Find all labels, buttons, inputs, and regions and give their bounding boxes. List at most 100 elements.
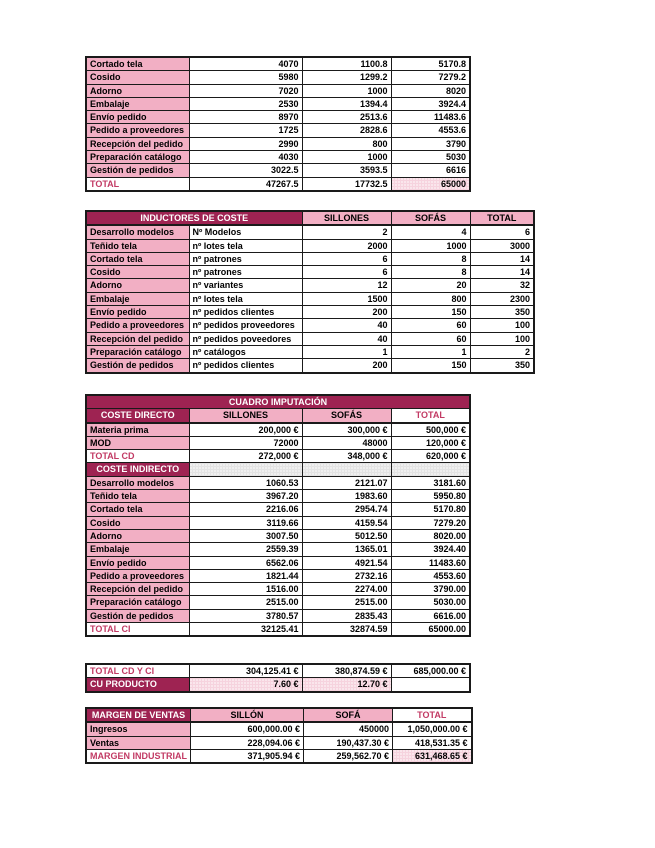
value-cell: 20	[390, 278, 471, 293]
value-cell: 48000	[301, 435, 392, 451]
value-cell: 1,050,000.00 €	[392, 721, 472, 737]
table-row: Gestión de pedidos nº pedidos clientes 200…	[85, 358, 535, 374]
value-cell: 1060.53	[188, 475, 303, 491]
value-cell: 14	[469, 251, 535, 267]
row-label-cell: TOTAL	[85, 176, 190, 192]
value-cell: 3790	[390, 136, 471, 152]
header-cell: SILLONES	[301, 210, 392, 227]
row-label-cell: Recepción del pedido	[85, 136, 190, 152]
value-cell: 7020	[188, 83, 303, 98]
row-label-cell: Envío pedido	[85, 305, 190, 320]
value-cell: 5950.80	[390, 489, 471, 504]
header-cell: SILLÓN	[190, 707, 304, 724]
value-cell: 7279.2	[390, 70, 471, 85]
row-label-cell: TOTAL CD	[85, 449, 190, 464]
row-label-cell: TOTAL CD Y CI	[85, 663, 190, 679]
row-label-cell: Cosido	[85, 70, 190, 85]
value-cell: 7279.20	[390, 515, 471, 530]
row-label-cell: Adorno	[85, 528, 190, 544]
row-label-cell: Preparación catálogo	[85, 595, 190, 610]
header-cell: COSTE INDIRECTO	[85, 462, 190, 477]
header-cell: SILLONES	[188, 408, 303, 424]
row-label-cell: nº patrones	[188, 251, 303, 267]
value-cell: 1394.4	[301, 96, 392, 112]
value-cell: 1	[390, 344, 471, 360]
table-row: TOTAL CD 272,000 €348,000 €620,000 €	[85, 449, 471, 464]
value-cell: 600,000.00 €	[190, 721, 304, 737]
value-cell: 8020	[390, 83, 471, 98]
value-cell: 1100.8	[301, 56, 392, 72]
sales-margin-table: MARGEN DE VENTAS SILLÓN SOFÁ TOTAL Ingresos 6…	[85, 707, 473, 765]
value-cell: 12	[301, 278, 392, 293]
table-row: COSTE INDIRECTO	[85, 462, 471, 477]
row-label-cell: Cosido	[85, 515, 190, 530]
row-label-cell: Pedido a proveedores	[85, 568, 190, 584]
row-label-cell: Teñido tela	[85, 238, 190, 253]
value-cell: 1000	[301, 150, 392, 165]
value-cell: 8	[390, 265, 471, 280]
header-cell: TOTAL	[390, 408, 471, 424]
table-row: COSTE DIRECTO SILLONES SOFÁS TOTAL	[85, 408, 471, 424]
value-cell: 72000	[188, 435, 303, 451]
value-cell: 32125.41	[188, 622, 303, 637]
value-cell: 228,094.06 €	[190, 735, 304, 750]
row-label-cell: Cosido	[85, 265, 190, 280]
value-cell: 11483.60	[390, 555, 471, 570]
table-row: Pedido a proveedores 1725 2828.6 4553.6	[85, 123, 471, 138]
row-label-cell: nº patrones	[188, 265, 303, 280]
value-cell: 3022.5	[188, 163, 303, 178]
value-cell: 65000	[390, 176, 471, 192]
value-cell: 1500	[301, 291, 392, 307]
empty-cell	[301, 462, 392, 477]
value-cell: 4553.6	[390, 123, 471, 138]
table-row: INDUCTORES DE COSTE SILLONES SOFÁS TOTAL	[85, 210, 535, 227]
row-label-cell: Materia prima	[85, 422, 190, 437]
row-label-cell: nº variantes	[188, 278, 303, 293]
table-row: Embalaje 2530 1394.4 3924.4	[85, 96, 471, 112]
table-row: Embalaje 2559.39 1365.01 3924.40	[85, 542, 471, 557]
value-cell: 32874.59	[301, 622, 392, 637]
row-label-cell: nº pedidos clientes	[188, 305, 303, 320]
value-cell: 5980	[188, 70, 303, 85]
value-cell: 1725	[188, 123, 303, 138]
value-cell: 5170.8	[390, 56, 471, 72]
table-row: Cosido 3119.66 4159.54 7279.20	[85, 515, 471, 530]
value-cell: 1000	[301, 83, 392, 98]
value-cell: 380,874.59 €	[301, 663, 392, 679]
value-cell: 60	[390, 331, 471, 346]
value-cell: 450000	[303, 721, 393, 737]
value-cell: 200,000 €	[188, 422, 303, 437]
value-cell: 685,000.00 €	[390, 663, 471, 679]
value-cell: 200	[301, 305, 392, 320]
header-cell: COSTE DIRECTO	[85, 408, 190, 424]
row-label-cell: Envío pedido	[85, 110, 190, 125]
value-cell: 1	[301, 344, 392, 360]
value-cell: 4921.54	[301, 555, 392, 570]
value-cell: 418,531.35 €	[392, 735, 472, 750]
value-cell: 4	[390, 224, 471, 240]
value-cell: 3000	[469, 238, 535, 253]
row-label-cell: Pedido a proveedores	[85, 318, 190, 333]
table-row: Adorno 3007.50 5012.50 8020.00	[85, 528, 471, 544]
table-row: Recepción del pedido 2990 800 3790	[85, 136, 471, 152]
table-row: MOD 72000 48000 120,000 €	[85, 435, 471, 451]
value-cell: 3780.57	[188, 608, 303, 624]
value-cell: 5012.50	[301, 528, 392, 544]
value-cell: 2	[469, 344, 535, 360]
value-cell: 8	[390, 251, 471, 267]
value-cell: 2828.6	[301, 123, 392, 138]
value-cell: 60	[390, 318, 471, 333]
value-cell: 47267.5	[188, 176, 303, 192]
row-label-cell: Ventas	[85, 735, 191, 750]
row-label-cell: Cortado tela	[85, 56, 190, 72]
table-row: Cosido nº patrones 6 8 14	[85, 265, 535, 280]
value-cell: 150	[390, 358, 471, 374]
value-cell: 2732.16	[301, 568, 392, 584]
value-cell: 4030	[188, 150, 303, 165]
table-row: TOTAL 47267.5 17732.5 65000	[85, 176, 471, 192]
table-row: Envío pedido nº pedidos clientes 200 150 350	[85, 305, 535, 320]
table-row: Teñido tela nº lotes tela 2000 1000 3000	[85, 238, 535, 253]
unit-cost-table: TOTAL CD Y CI 304,125.41 €380,874.59 €685…	[85, 663, 471, 693]
value-cell: 3593.5	[301, 163, 392, 178]
table-row: Gestión de pedidos 3780.57 2835.43 6616.00	[85, 608, 471, 624]
